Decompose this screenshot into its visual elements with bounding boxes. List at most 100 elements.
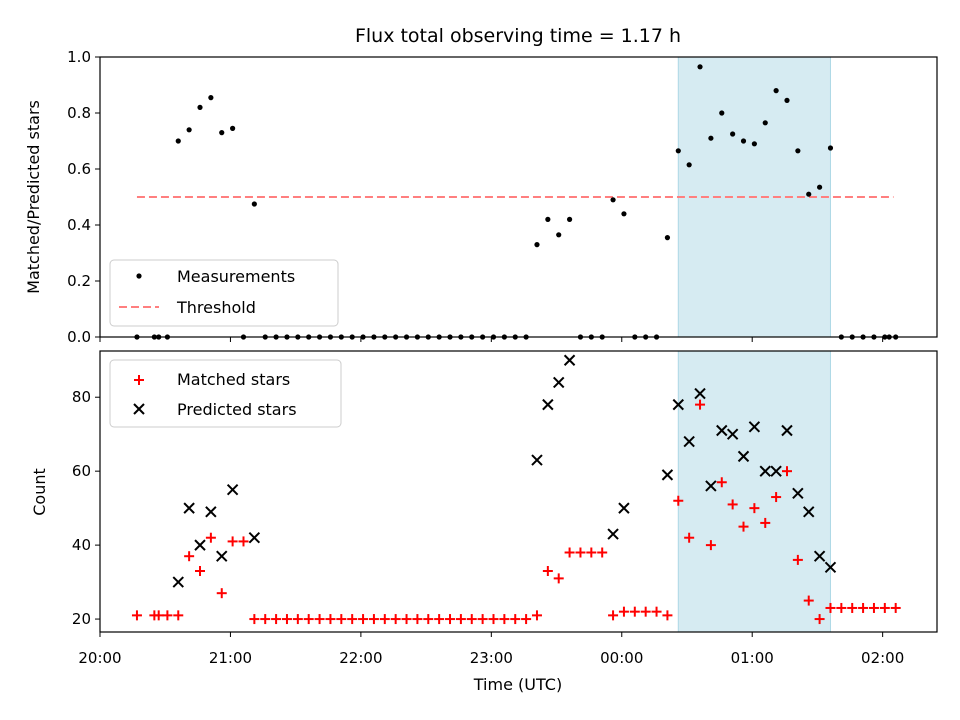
predicted-star-point: [618, 502, 630, 514]
predicted-star-point: [531, 454, 543, 466]
measurement-point: [219, 130, 225, 136]
x-tick-label: 00:00: [600, 649, 643, 667]
predicted-star-point: [748, 421, 761, 433]
measurement-point: [230, 125, 236, 131]
matched-star-point: [521, 614, 532, 625]
measurement-point: [621, 211, 627, 217]
measurement-point: [740, 138, 747, 144]
measurement-point: [186, 127, 192, 133]
matched-star-point: [249, 614, 260, 625]
matched-star-point: [390, 614, 401, 625]
x-tick-label: 23:00: [470, 649, 513, 667]
matched-star-point: [271, 614, 282, 625]
measurement-point: [719, 110, 725, 116]
bottom-y-tick-label: 60: [72, 462, 91, 480]
matched-star-point: [553, 573, 564, 584]
predicted-star-point: [563, 354, 576, 366]
measurement-point: [534, 242, 540, 248]
matched-star-point: [890, 602, 901, 613]
matched-star-point: [684, 532, 695, 543]
matched-star-point: [379, 614, 390, 625]
matched-star-point: [434, 614, 445, 625]
measurement-point: [686, 162, 692, 168]
matched-star-point: [238, 536, 249, 547]
measurement-point: [806, 191, 812, 197]
matched-star-point: [858, 602, 869, 613]
measurement-point: [817, 184, 823, 190]
matched-star-point: [575, 547, 586, 558]
top-y-axis-label: Matched/Predicted stars: [24, 100, 43, 294]
matched-star-point: [868, 602, 879, 613]
x-tick-label: 22:00: [339, 649, 382, 667]
top-axes-frame: [99, 56, 938, 338]
matched-star-point: [184, 551, 195, 562]
predicted-star-point: [759, 465, 771, 477]
matched-star-point: [879, 602, 890, 613]
matched-star-point: [466, 614, 477, 625]
measurement-point: [175, 138, 181, 144]
matched-star-point: [792, 554, 803, 565]
predicted-star-point: [737, 450, 750, 463]
predicted-star-point: [694, 387, 706, 400]
legend-threshold-label: Threshold: [176, 298, 256, 317]
matched-star-point: [542, 565, 553, 576]
matched-star-point: [336, 614, 347, 625]
top-y-tick-label: 1.0: [67, 48, 91, 66]
predicted-star-point: [226, 483, 239, 496]
top-y-tick-label: 0.4: [67, 216, 91, 234]
matched-star-point: [716, 477, 727, 488]
predicted-star-point: [607, 528, 619, 540]
predicted-star-point: [683, 435, 695, 448]
predicted-star-point: [781, 424, 793, 437]
top-y-tick-label: 0.2: [67, 272, 91, 290]
matched-star-point: [227, 536, 238, 547]
matched-star-point: [586, 547, 597, 558]
matched-star-point: [488, 614, 499, 625]
measurement-point: [827, 145, 834, 151]
matched-star-point: [325, 614, 336, 625]
matched-star-point: [153, 610, 164, 621]
bottom-axes-frame: [99, 350, 938, 633]
matched-star-point: [836, 602, 847, 613]
legend-predicted-label: Predicted stars: [177, 400, 297, 419]
matched-star-point: [738, 521, 749, 532]
legend-measurements-label: Measurements: [177, 267, 295, 286]
matched-star-point: [564, 547, 575, 558]
predicted-star-point: [770, 465, 782, 477]
matched-star-point: [705, 540, 716, 551]
matched-star-point: [629, 606, 640, 617]
bottom-panel: 20:00 21:00 22:00 23:00 00:00 01:00 02:00 20 40 6…: [30, 350, 938, 694]
x-tick-label: 20:00: [78, 649, 121, 667]
matched-star-point: [825, 602, 836, 613]
measurement-point: [708, 135, 714, 141]
matched-star-point: [260, 614, 271, 625]
top-y-tick-label: 0.0: [67, 328, 91, 346]
chart-title: Flux total observing time = 1.17 h: [355, 25, 681, 47]
matched-star-point: [510, 614, 521, 625]
bottom-y-tick-label: 80: [72, 388, 91, 406]
matched-star-point: [760, 517, 771, 528]
matched-star-point: [651, 606, 662, 617]
matched-star-point: [640, 606, 651, 617]
x-tick-label: 02:00: [861, 649, 904, 667]
predicted-star-point: [205, 506, 217, 518]
matched-star-point: [847, 602, 858, 613]
matched-star-point: [195, 565, 206, 576]
matched-star-point: [347, 614, 358, 625]
predicted-star-point: [542, 398, 554, 411]
predicted-star-point: [672, 398, 684, 411]
matched-star-point: [216, 588, 227, 599]
predicted-star-point: [248, 532, 261, 544]
measurement-point: [697, 64, 703, 70]
matched-star-point: [749, 503, 760, 514]
predicted-star-point: [824, 561, 837, 574]
matched-star-point: [662, 610, 673, 621]
matched-star-point: [162, 610, 173, 621]
legend-predicted-marker: [133, 403, 145, 415]
measurement-point: [795, 148, 801, 154]
predicted-star-point: [661, 469, 674, 481]
legend-matched-label: Matched stars: [177, 370, 290, 389]
predicted-star-point: [813, 550, 826, 562]
measurement-point: [762, 120, 768, 126]
